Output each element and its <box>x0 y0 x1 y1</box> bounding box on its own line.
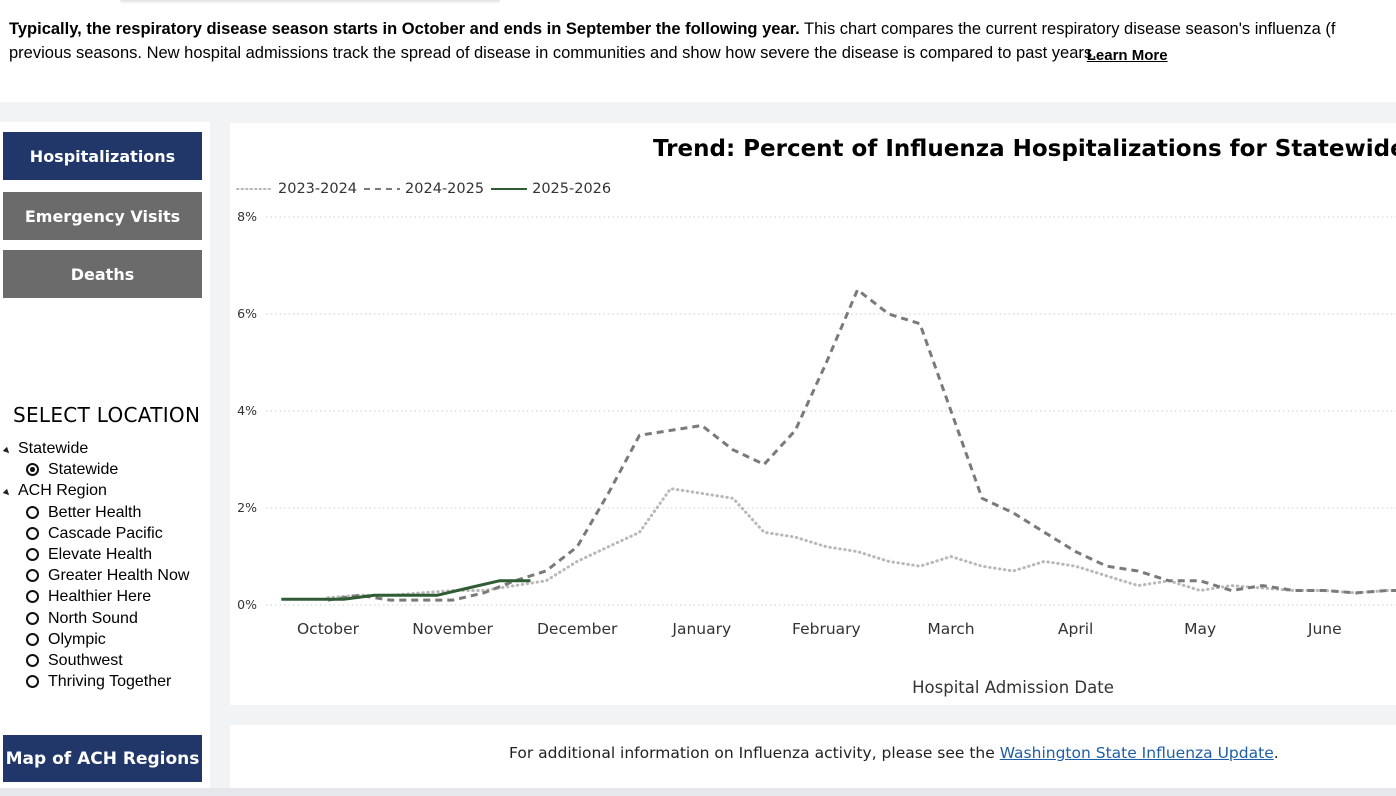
legend-item-2024-2025[interactable]: 2024-2025 <box>363 181 484 197</box>
emergency-visits-button[interactable]: Emergency Visits <box>3 192 202 240</box>
location-option-label: Olympic <box>48 630 106 648</box>
radio-button-icon[interactable] <box>26 654 39 667</box>
series-line-2024-2025 <box>327 288 1396 602</box>
series-line-2025-2026 <box>281 579 531 601</box>
radio-button-icon[interactable] <box>26 632 39 646</box>
location-option-label: Greater Health Now <box>48 567 190 585</box>
select-location-title: SELECT LOCATION <box>13 403 201 427</box>
hospitalizations-button[interactable]: Hospitalizations <box>3 132 202 180</box>
radio-button-icon[interactable] <box>26 526 39 540</box>
legend-item-2023-2024[interactable]: 2023-2024 <box>236 181 357 197</box>
x-tick-label: January <box>671 620 731 638</box>
location-option-label: North Sound <box>48 609 138 627</box>
x-tick-label: April <box>1058 620 1093 638</box>
legend-label: 2023-2024 <box>278 181 358 197</box>
location-group[interactable]: Statewide <box>2 438 89 459</box>
chart-title: Trend: Percent of Influenza Hospitalizat… <box>653 136 1396 162</box>
info-card <box>230 725 1396 788</box>
intro-line-2-text: previous seasons. New hospital admission… <box>9 44 1097 62</box>
info-text: For additional information on Influenza … <box>509 744 1279 762</box>
location-option-label: Statewide <box>48 461 119 479</box>
legend-label: 2025-2026 <box>532 181 612 197</box>
bottom-edge <box>0 788 1396 796</box>
y-tick-label: 4% <box>237 403 257 418</box>
location-option[interactable]: Southwest <box>26 650 123 671</box>
location-option[interactable]: Greater Health Now <box>26 565 189 586</box>
intro-bold: Typically, the respiratory disease seaso… <box>9 20 800 38</box>
location-option[interactable]: Better Health <box>26 502 141 523</box>
x-tick-label: December <box>537 620 618 638</box>
influenza-update-link[interactable]: Washington State Influenza Update <box>999 744 1274 762</box>
x-tick-label: October <box>297 620 360 638</box>
info-prefix: For additional information on Influenza … <box>509 744 1000 762</box>
x-tick-label: November <box>412 620 493 638</box>
location-option[interactable]: Elevate Health <box>26 544 152 565</box>
location-option[interactable]: Thriving Together <box>26 671 171 692</box>
legend-solid-line-icon <box>491 188 528 190</box>
map-of-ach-regions-button[interactable]: Map of ACH Regions <box>3 735 202 782</box>
location-option-label: Cascade Pacific <box>48 524 163 542</box>
radio-button-icon[interactable] <box>26 590 39 604</box>
location-option-label: Thriving Together <box>48 673 172 691</box>
location-group-label: ACH Region <box>18 482 107 500</box>
intro-line-1: Typically, the respiratory disease seaso… <box>9 17 1396 41</box>
y-tick-label: 2% <box>237 500 257 515</box>
location-group-label: Statewide <box>18 440 89 457</box>
location-option-label: Better Health <box>48 503 142 521</box>
intro-rest: This chart compares the current respirat… <box>799 20 1336 38</box>
top-shadow <box>120 0 500 4</box>
learn-more-link[interactable]: Learn More <box>1086 47 1168 64</box>
location-option[interactable]: Statewide <box>26 459 118 480</box>
radio-button-icon[interactable] <box>26 505 39 519</box>
chart-legend: 2023-2024 2024-2025 2025-2026 <box>236 180 617 198</box>
location-option[interactable]: North Sound <box>26 608 138 629</box>
chart-card <box>230 123 1396 705</box>
radio-button-icon[interactable] <box>26 463 39 477</box>
x-tick-label: June <box>1307 620 1342 638</box>
radio-button-icon[interactable] <box>26 675 39 689</box>
radio-button-icon[interactable] <box>26 569 39 583</box>
info-suffix: . <box>1273 744 1279 762</box>
location-group[interactable]: ACH Region <box>2 480 107 501</box>
legend-dotted-line-icon <box>236 188 274 190</box>
deaths-button[interactable]: Deaths <box>3 250 202 298</box>
legend-label: 2024-2025 <box>405 181 485 197</box>
x-tick-label: May <box>1184 620 1216 638</box>
location-option-label: Healthier Here <box>48 588 152 606</box>
intro-line-2: previous seasons. New hospital admission… <box>9 41 1396 65</box>
legend-dashed-line-icon <box>364 188 401 190</box>
radio-button-icon[interactable] <box>26 548 39 561</box>
location-option-label: Elevate Health <box>48 546 153 563</box>
legend-item-2025-2026[interactable]: 2025-2026 <box>490 181 611 197</box>
radio-button-icon[interactable] <box>26 611 39 625</box>
location-option[interactable]: Cascade Pacific <box>26 523 163 544</box>
y-tick-label: 0% <box>237 597 257 612</box>
x-axis-label: Hospital Admission Date <box>912 678 1114 697</box>
y-tick-label: 6% <box>237 306 257 321</box>
x-tick-label: February <box>792 620 861 638</box>
series-line-2023-2024 <box>326 487 1396 600</box>
location-option[interactable]: Healthier Here <box>26 586 151 607</box>
y-tick-label: 8% <box>237 209 257 224</box>
x-tick-label: March <box>927 620 974 638</box>
location-option-label: Southwest <box>48 652 123 669</box>
intro-text: Typically, the respiratory disease seaso… <box>9 17 1396 65</box>
location-option[interactable]: Olympic <box>26 629 106 650</box>
